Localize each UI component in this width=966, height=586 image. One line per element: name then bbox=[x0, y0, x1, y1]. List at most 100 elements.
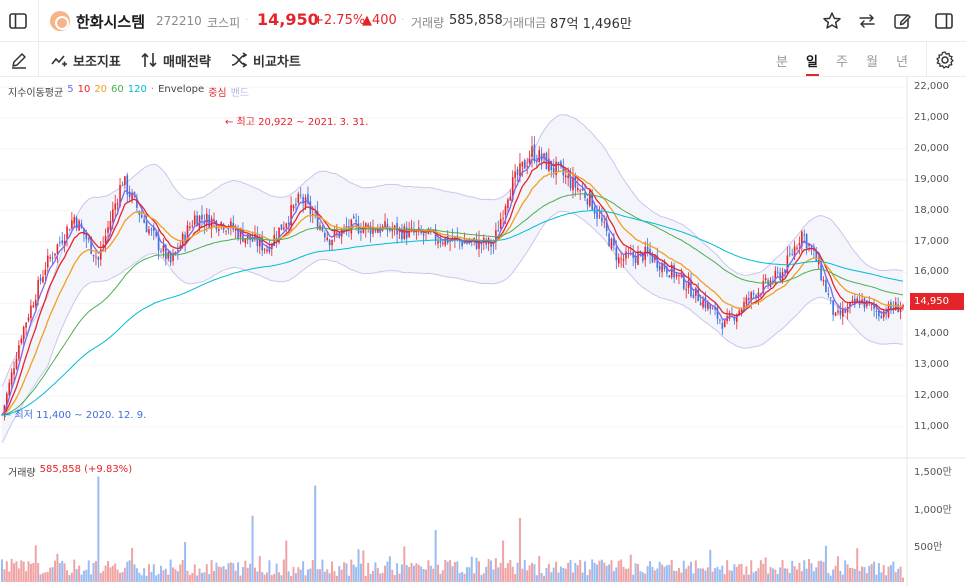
pencil-icon[interactable] bbox=[9, 50, 29, 70]
volume-bar bbox=[762, 563, 765, 582]
candle-body bbox=[856, 298, 859, 303]
candle-body bbox=[711, 308, 714, 310]
candle-body bbox=[442, 242, 444, 244]
candle-body bbox=[128, 191, 131, 197]
volume-bar bbox=[408, 567, 411, 582]
candle-body bbox=[227, 228, 230, 230]
candle-body bbox=[331, 239, 333, 246]
candle-body bbox=[162, 245, 165, 252]
candle-body bbox=[1, 414, 3, 416]
volume-bar bbox=[641, 572, 644, 582]
edit-icon[interactable] bbox=[892, 11, 912, 31]
candle-body bbox=[218, 229, 220, 232]
volume-bar bbox=[649, 561, 652, 582]
volume-bar bbox=[410, 562, 413, 582]
volume-bar bbox=[521, 568, 524, 582]
candle-body bbox=[695, 287, 697, 296]
candle-body bbox=[299, 195, 302, 197]
candle-body bbox=[92, 254, 95, 257]
candle-body bbox=[104, 236, 107, 244]
volume-bar bbox=[832, 569, 835, 582]
candle-body bbox=[615, 247, 618, 261]
volume-bar bbox=[665, 565, 668, 582]
candle-body bbox=[678, 274, 680, 277]
period-minute-tab[interactable]: 분 bbox=[776, 55, 788, 70]
candle-body bbox=[116, 203, 119, 205]
volume-bar bbox=[384, 565, 387, 582]
volume-bar bbox=[690, 561, 692, 582]
period-year-tab[interactable]: 년 bbox=[896, 55, 908, 70]
volume-bar bbox=[222, 566, 225, 582]
candle-body bbox=[90, 236, 92, 254]
volume-bar bbox=[694, 560, 697, 582]
volume-bar bbox=[17, 568, 20, 582]
volume-bar bbox=[205, 564, 208, 582]
volume-bar bbox=[829, 575, 832, 582]
compare-button[interactable]: 비교차트 bbox=[230, 50, 301, 70]
candle-body bbox=[155, 231, 157, 237]
candle-body bbox=[25, 322, 27, 328]
price-tick-label: 17,000 bbox=[914, 235, 949, 247]
volume-bar bbox=[824, 545, 827, 582]
candle-body bbox=[292, 205, 295, 209]
volume-bar bbox=[675, 571, 678, 582]
candle-body bbox=[670, 264, 673, 278]
volume-bar bbox=[781, 560, 784, 582]
volume-bar bbox=[239, 575, 242, 582]
volume-bar bbox=[456, 561, 459, 582]
candle-body bbox=[295, 203, 297, 206]
candle-body bbox=[654, 256, 656, 261]
star-icon[interactable] bbox=[822, 11, 842, 31]
candle-body bbox=[748, 298, 750, 300]
candle-body bbox=[302, 197, 304, 204]
separator-dot: · bbox=[401, 15, 405, 26]
candle-body bbox=[63, 240, 66, 246]
volume-bar bbox=[292, 566, 295, 582]
volume-bar bbox=[723, 574, 726, 582]
gear-icon[interactable] bbox=[935, 50, 955, 70]
period-month-tab[interactable]: 월 bbox=[866, 55, 878, 70]
volume-bar bbox=[531, 562, 533, 582]
period-week-tab[interactable]: 주 bbox=[836, 55, 848, 70]
period-day-tab[interactable]: 일 bbox=[806, 55, 818, 70]
volume-bar bbox=[116, 569, 119, 582]
stock-chart[interactable] bbox=[0, 77, 966, 586]
panel-toggle-icon[interactable] bbox=[934, 11, 954, 31]
volume-bar bbox=[309, 568, 312, 582]
volume-bar bbox=[80, 574, 83, 582]
volume-bar bbox=[119, 572, 122, 582]
price-tick-label: 18,000 bbox=[914, 204, 949, 216]
volume-bar bbox=[774, 569, 777, 582]
volume-bar bbox=[278, 572, 281, 582]
volume-bar bbox=[114, 563, 117, 582]
sidebar-toggle-icon[interactable] bbox=[8, 11, 28, 31]
volume-bar bbox=[677, 567, 680, 582]
volume-bar bbox=[352, 564, 355, 582]
volume-bar bbox=[355, 567, 358, 582]
volume-legend: 거래량 585,858 (+9.83%) bbox=[8, 464, 132, 479]
candle-body bbox=[617, 257, 620, 264]
change-percent: +2.75% bbox=[313, 13, 366, 28]
strategy-button[interactable]: 매매전략 bbox=[140, 50, 211, 70]
swap-icon[interactable] bbox=[857, 11, 877, 31]
volume-bar bbox=[333, 571, 336, 582]
volume-bar bbox=[359, 563, 362, 582]
indicators-button[interactable]: 보조지표 bbox=[50, 50, 121, 70]
candle-body bbox=[18, 345, 20, 359]
volume-bar bbox=[266, 572, 268, 582]
volume-bar bbox=[157, 573, 160, 582]
volume-bar bbox=[388, 556, 391, 582]
candle-body bbox=[246, 234, 249, 240]
volume-bar bbox=[350, 559, 353, 582]
volume-bar bbox=[661, 564, 664, 582]
volume-bar bbox=[706, 567, 709, 582]
volume-bar bbox=[752, 572, 755, 582]
volume-bar bbox=[485, 566, 488, 582]
candle-body bbox=[620, 258, 622, 260]
high-annotation: ← 최고 20,922 ~ 2021. 3. 31. bbox=[225, 117, 369, 128]
volume-bar bbox=[135, 568, 138, 582]
volume-bar bbox=[598, 560, 601, 582]
compare-icon bbox=[231, 52, 248, 68]
candle-body bbox=[882, 311, 885, 318]
price-tick-label: 19,000 bbox=[914, 173, 949, 185]
